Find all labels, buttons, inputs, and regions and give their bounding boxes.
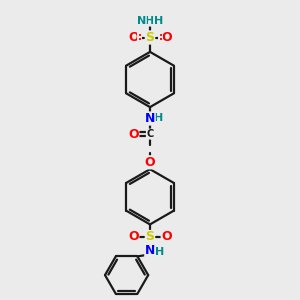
Text: H: H [155, 247, 164, 257]
Text: O: O [161, 31, 172, 44]
Text: O: O [161, 230, 172, 244]
Text: N: N [145, 244, 155, 257]
Text: H: H [154, 113, 163, 123]
Text: C: C [146, 129, 154, 139]
Text: N: N [137, 16, 146, 26]
Text: O: O [145, 156, 155, 169]
Text: O: O [128, 128, 139, 141]
Text: N: N [145, 112, 155, 125]
Text: O: O [128, 230, 139, 244]
Text: H: H [154, 16, 163, 26]
Text: :: : [137, 32, 142, 42]
Text: S: S [146, 31, 154, 44]
Text: O: O [128, 31, 139, 44]
Text: S: S [146, 230, 154, 244]
Text: H: H [146, 16, 154, 26]
Text: :: : [158, 32, 163, 42]
